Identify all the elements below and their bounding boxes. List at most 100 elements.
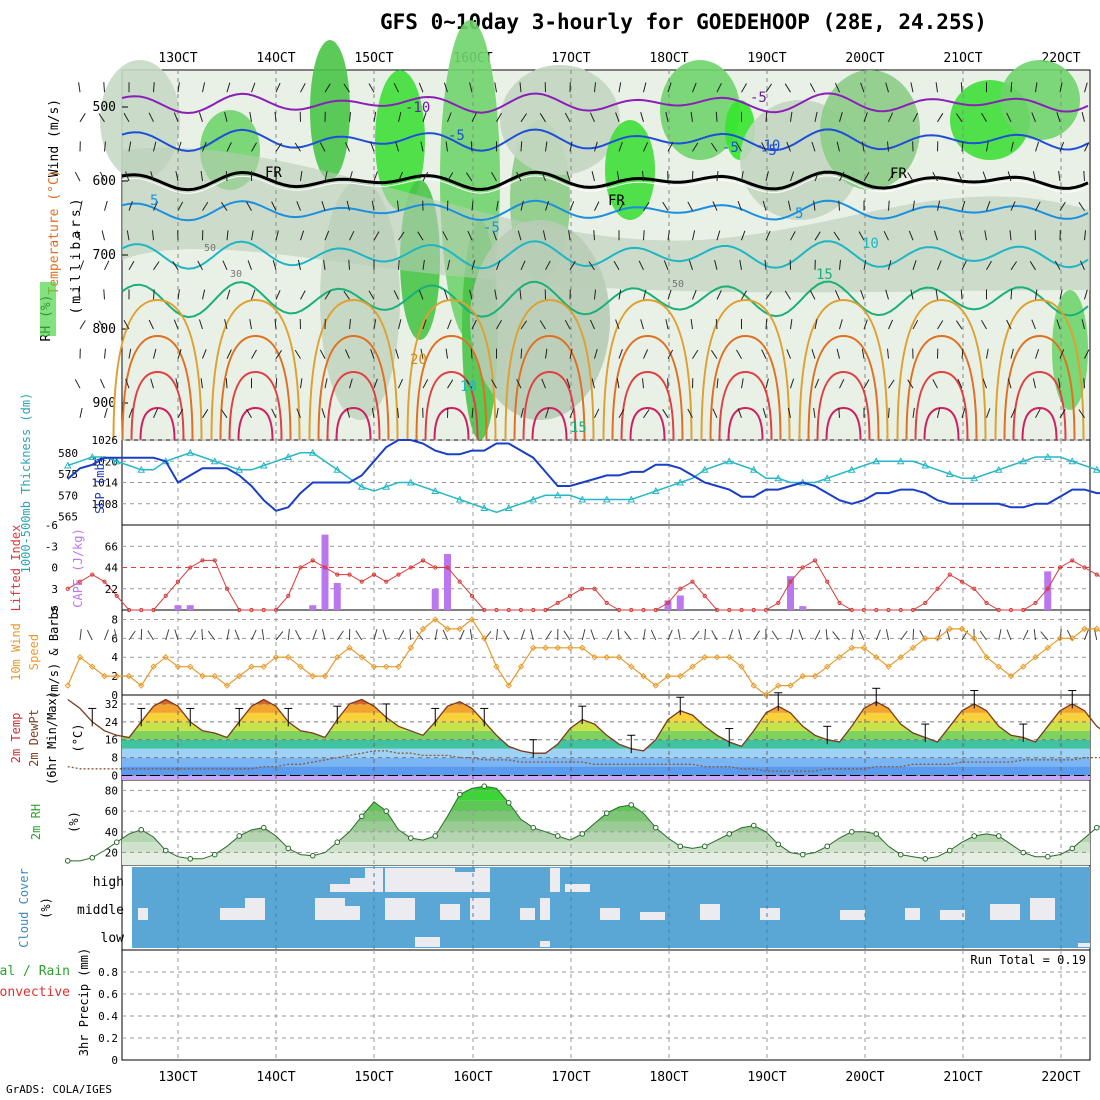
upper-wind-barb: [202, 201, 209, 211]
upper-wind-barb: [443, 289, 448, 300]
li-point: [494, 607, 499, 613]
li-point: [543, 607, 548, 613]
wind-barb: [704, 628, 706, 641]
rh-band: [122, 790, 1090, 801]
upper-wind-barb: [222, 260, 228, 271]
rh-point: [652, 824, 659, 831]
thickness-point: [602, 495, 611, 503]
warm-temp-contour: [531, 406, 568, 441]
upper-wind-barb: [79, 407, 83, 418]
warm-temp-contour: [237, 406, 274, 441]
upper-wind-barb: [496, 407, 499, 418]
contour-label: 10: [862, 236, 879, 252]
upper-wind-barb: [321, 200, 326, 211]
upper-wind-barb: [786, 349, 791, 359]
warm-temp-contour: [709, 334, 782, 441]
rh-point: [995, 833, 1002, 839]
wind-speed-point: [909, 644, 917, 651]
cloud-patch-high: [365, 868, 383, 892]
temp-contour-5: [121, 199, 1089, 222]
warm-temp-contour: [923, 406, 960, 441]
upper-wind-barb: [275, 290, 281, 300]
label-wind-3: (m/s) & Barbs: [47, 605, 61, 699]
li-point: [739, 607, 744, 613]
upper-wind-barb: [736, 142, 742, 152]
li-point: [1045, 586, 1050, 591]
upper-wind-barb: [1007, 378, 1012, 389]
wind-barb: [442, 629, 448, 641]
warm-temp-contour: [629, 406, 666, 441]
rh-point: [309, 852, 316, 859]
upper-wind-barb: [251, 349, 257, 359]
cloud-patch-middle: [990, 904, 1020, 920]
upper-wind-barb: [220, 409, 228, 419]
warm-temp-contour: [317, 334, 390, 441]
y-tick-rh: 40: [105, 826, 118, 839]
upper-wind-barb: [908, 230, 914, 241]
thickness-point: [823, 474, 832, 482]
upper-wind-barb: [539, 113, 546, 123]
thickness-point: [88, 452, 97, 460]
upper-wind-barb: [1010, 201, 1016, 211]
cape-bar: [444, 553, 451, 610]
upper-wind-barb: [741, 378, 744, 389]
upper-wind-barb: [494, 82, 497, 93]
upper-wind-barb: [960, 289, 963, 300]
wind-speed-point: [89, 663, 96, 670]
temp-band: [122, 699, 1090, 704]
upper-wind-barb: [393, 82, 399, 93]
upper-wind-barb: [471, 319, 477, 330]
li-point: [65, 586, 70, 591]
wind-barb: [322, 629, 326, 641]
y-tick-thickness: 570: [58, 489, 78, 502]
contour-label: -5: [722, 140, 739, 156]
upper-wind-barb: [319, 142, 326, 152]
upper-wind-barb: [300, 290, 306, 300]
wind-barb: [483, 630, 492, 641]
rh-point: [726, 831, 733, 837]
label-temp-3: (6hr Min/Max): [45, 691, 59, 785]
rh-point: [1020, 849, 1027, 856]
label-thickness: 1000-500mb Thickness (dm): [19, 393, 33, 574]
wind-barb: [174, 629, 179, 641]
upper-wind-barb: [520, 407, 524, 418]
upper-wind-barb: [202, 289, 206, 300]
rh-point: [1069, 845, 1076, 852]
rh-point: [285, 845, 292, 852]
upper-wind-barb: [371, 200, 375, 211]
upper-wind-barb: [642, 378, 644, 389]
upper-wind-barb: [496, 112, 502, 123]
cloud-patch-high: [385, 868, 455, 892]
li-point: [825, 579, 830, 584]
upper-wind-barb: [887, 141, 889, 152]
upper-wind-barb: [692, 230, 696, 241]
upper-wind-barb: [152, 230, 154, 241]
upper-wind-barb: [445, 141, 448, 152]
li-point: [555, 600, 560, 606]
y-tick-wind: 6: [111, 632, 118, 645]
thickness-point: [1019, 457, 1028, 465]
upper-wind-barb: [690, 111, 693, 122]
upper-wind-barb: [643, 409, 650, 419]
credit-label: GrADS: COLA/IGES: [6, 1083, 112, 1096]
x-tick-bottom: 14OCT: [256, 1070, 295, 1085]
wind-barb: [1094, 629, 1098, 641]
warm-temp-contour: [228, 370, 283, 441]
upper-wind-barb: [569, 261, 576, 271]
upper-wind-barb: [447, 112, 452, 122]
wind-barb: [825, 629, 828, 641]
wind-barb: [207, 630, 216, 641]
upper-wind-barb: [1010, 348, 1014, 359]
upper-wind-barb: [343, 83, 350, 93]
upper-wind-barb: [1010, 82, 1013, 93]
li-point: [212, 558, 217, 563]
upper-wind-barb: [398, 111, 402, 122]
y-tick-wind: 4: [111, 651, 118, 664]
x-tick-bottom: 18OCT: [649, 1070, 688, 1085]
cape-bar: [309, 605, 317, 610]
thickness-point: [700, 465, 709, 473]
upper-wind-barb: [271, 201, 277, 211]
wind-speed-point: [481, 635, 488, 642]
upper-wind-barb: [589, 319, 595, 330]
rh-point: [799, 851, 806, 858]
